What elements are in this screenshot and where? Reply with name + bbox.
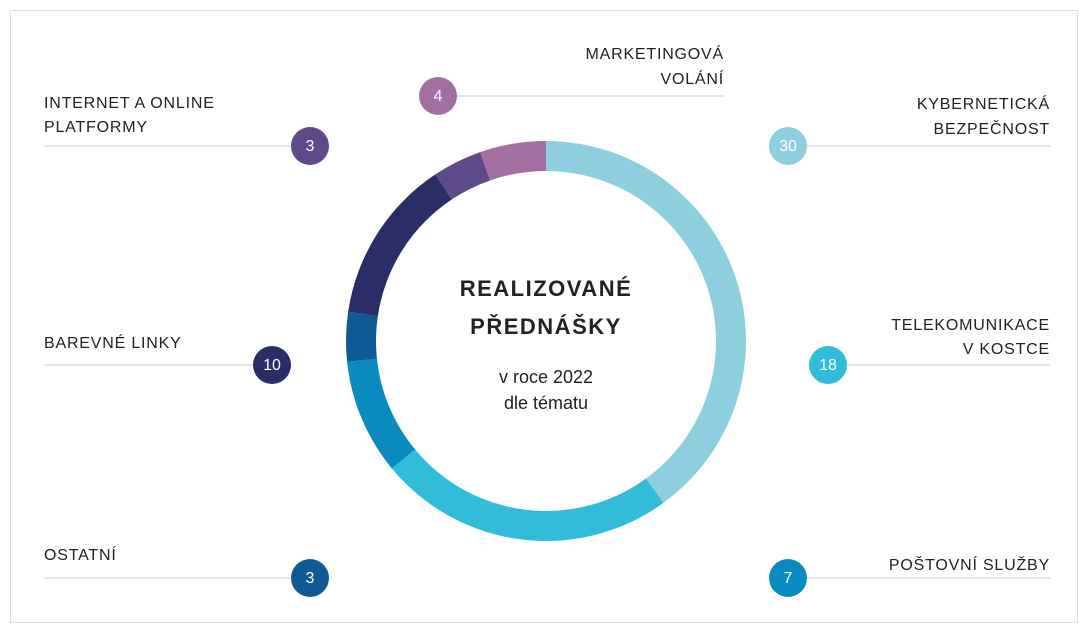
donut-segment [345, 311, 378, 362]
value-badge [419, 77, 457, 115]
value-badge [291, 127, 329, 165]
category-label: MARKETINGOVÁ [585, 44, 724, 63]
donut-segment [391, 449, 664, 541]
category-label: INTERNET A ONLINE [44, 95, 215, 112]
value-label: 10 [263, 357, 281, 374]
value-badge [291, 559, 329, 597]
value-label: 18 [819, 357, 837, 374]
category-label: V KOSTCE [963, 341, 1050, 358]
donut-segment [348, 174, 452, 317]
category-label: KYBERNETICKÁ [917, 94, 1050, 113]
value-label: 3 [306, 138, 315, 155]
category-label: VOLÁNÍ [661, 69, 725, 88]
frame [10, 10, 1078, 623]
value-badge [769, 127, 807, 165]
donut-segment [480, 141, 546, 181]
chart-subtitle: dle tématu [504, 393, 588, 413]
value-label: 30 [779, 138, 797, 155]
category-label: OSTATNÍ [44, 545, 117, 564]
value-badge [253, 346, 291, 384]
donut-segment [347, 358, 416, 469]
value-badge [809, 346, 847, 384]
category-label: BEZPEČNOST [934, 119, 1050, 138]
chart-title: REALIZOVANÉ [460, 276, 633, 301]
value-label: 7 [784, 570, 793, 587]
chart-subtitle: v roce 2022 [499, 367, 593, 387]
category-label: TELEKOMUNIKACE [891, 317, 1050, 334]
donut-segment [435, 152, 491, 200]
value-label: 4 [434, 88, 443, 105]
category-label: PLATFORMY [44, 119, 148, 136]
category-label: POŠTOVNÍ SLUŽBY [889, 555, 1050, 574]
donut-segment [546, 141, 746, 503]
value-label: 3 [306, 570, 315, 587]
category-label: BAREVNÉ LINKY [44, 333, 182, 352]
chart-title: PŘEDNÁŠKY [470, 314, 622, 339]
value-badge [769, 559, 807, 597]
